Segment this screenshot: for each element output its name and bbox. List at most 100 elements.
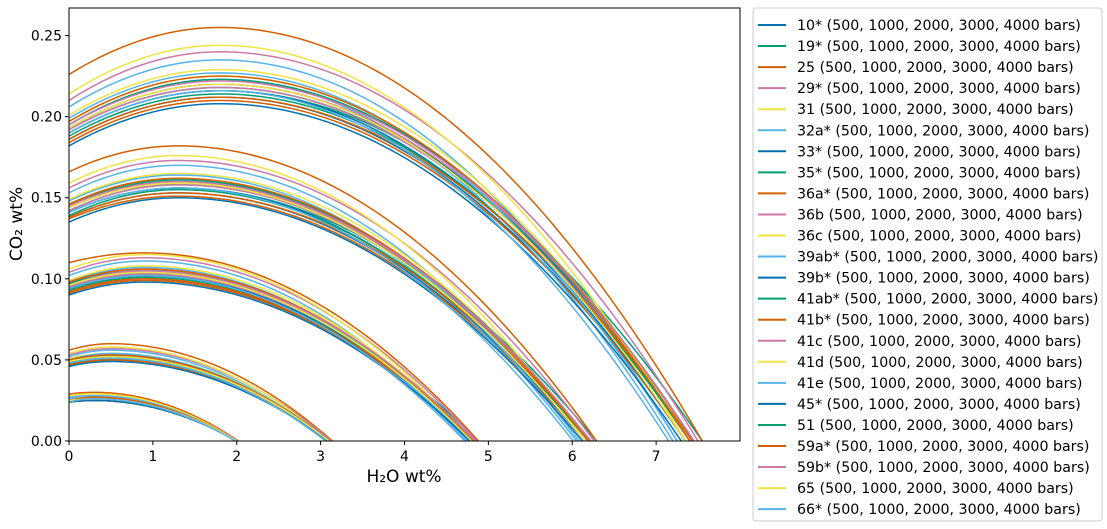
x-axis-ticks: 0 1 2 3 4 5 6 7 bbox=[65, 441, 661, 465]
legend-item: 66* (500, 1000, 2000, 3000, 4000 bars) bbox=[758, 502, 1081, 518]
isobar-curve-22-3000 bbox=[68, 180, 592, 442]
y-tick-label: 0.20 bbox=[31, 110, 62, 126]
legend-label: 59b* (500, 1000, 2000, 3000, 4000 bars) bbox=[797, 460, 1090, 476]
y-axis-label: CO₂ wt% bbox=[7, 187, 27, 261]
x-tick-label: 6 bbox=[568, 449, 577, 465]
legend-label: 41b* (500, 1000, 2000, 3000, 4000 bars) bbox=[797, 313, 1090, 329]
legend-label: 51 (500, 1000, 2000, 3000, 4000 bars) bbox=[797, 418, 1074, 434]
legend-item: 25 (500, 1000, 2000, 3000, 4000 bars) bbox=[758, 60, 1074, 76]
isobar-curve-15-4000 bbox=[68, 96, 693, 442]
legend-item: 36c (500, 1000, 2000, 3000, 4000 bars) bbox=[758, 229, 1081, 245]
legend-label: 10* (500, 1000, 2000, 3000, 4000 bars) bbox=[797, 18, 1081, 34]
x-tick-label: 0 bbox=[65, 449, 74, 465]
isobar-curve-3-4000 bbox=[68, 26, 703, 442]
isobar-curve-4-2000 bbox=[68, 256, 478, 442]
legend-label: 59a* (500, 1000, 2000, 3000, 4000 bars) bbox=[797, 439, 1089, 455]
legend-label: 65 (500, 1000, 2000, 3000, 4000 bars) bbox=[797, 481, 1074, 497]
legend-label: 19* (500, 1000, 2000, 3000, 4000 bars) bbox=[797, 39, 1081, 55]
legend-label: 33* (500, 1000, 2000, 3000, 4000 bars) bbox=[797, 144, 1081, 160]
isobar-curve-24-1000 bbox=[68, 357, 327, 442]
legend-label: 36b (500, 1000, 2000, 3000, 4000 bars) bbox=[797, 207, 1083, 223]
legend-label: 41e (500, 1000, 2000, 3000, 4000 bars) bbox=[797, 376, 1082, 392]
x-tick-label: 5 bbox=[484, 449, 493, 465]
legend-label: 29* (500, 1000, 2000, 3000, 4000 bars) bbox=[797, 81, 1081, 97]
legend-item: 36b (500, 1000, 2000, 3000, 4000 bars) bbox=[758, 207, 1083, 223]
isobar-curve-5-2000 bbox=[68, 253, 473, 442]
isobar-curve-4-4000 bbox=[68, 51, 699, 442]
legend-label: 41ab* (500, 1000, 2000, 3000, 4000 bars) bbox=[797, 292, 1098, 308]
isobar-curve-23-3000 bbox=[68, 182, 586, 442]
legend-label: 39b* (500, 1000, 2000, 3000, 4000 bars) bbox=[797, 271, 1090, 287]
legend-item: 33* (500, 1000, 2000, 3000, 4000 bars) bbox=[758, 144, 1081, 160]
legend-item: 36a* (500, 1000, 2000, 3000, 4000 bars) bbox=[758, 186, 1089, 202]
x-axis-label: H₂O wt% bbox=[366, 467, 441, 487]
legend-item: 19* (500, 1000, 2000, 3000, 4000 bars) bbox=[758, 39, 1081, 55]
legend-item: 10* (500, 1000, 2000, 3000, 4000 bars) bbox=[758, 18, 1081, 34]
legend-label: 66* (500, 1000, 2000, 3000, 4000 bars) bbox=[797, 502, 1081, 518]
legend-label: 36c (500, 1000, 2000, 3000, 4000 bars) bbox=[797, 229, 1081, 245]
legend-item: 32a* (500, 1000, 2000, 3000, 4000 bars) bbox=[758, 123, 1089, 139]
legend-item: 29* (500, 1000, 2000, 3000, 4000 bars) bbox=[758, 81, 1081, 97]
isobar-curve-22-4000 bbox=[68, 80, 695, 442]
legend-label: 31 (500, 1000, 2000, 3000, 4000 bars) bbox=[797, 102, 1074, 118]
legend-label: 39ab* (500, 1000, 2000, 3000, 4000 bars) bbox=[797, 250, 1098, 266]
plot-curves bbox=[68, 26, 703, 442]
legend-item: 41e (500, 1000, 2000, 3000, 4000 bars) bbox=[758, 376, 1082, 392]
legend-item: 41b* (500, 1000, 2000, 3000, 4000 bars) bbox=[758, 313, 1090, 329]
isobar-curve-5-500 bbox=[68, 393, 238, 442]
x-tick-label: 2 bbox=[232, 449, 241, 465]
x-tick-label: 7 bbox=[652, 449, 661, 465]
legend-label: 32a* (500, 1000, 2000, 3000, 4000 bars) bbox=[797, 123, 1089, 139]
legend-item: 41d (500, 1000, 2000, 3000, 4000 bars) bbox=[758, 355, 1083, 371]
y-axis-ticks: 0.00 0.05 0.10 0.15 0.20 0.25 bbox=[31, 29, 69, 450]
legend-item: 65 (500, 1000, 2000, 3000, 4000 bars) bbox=[758, 481, 1074, 497]
isobar-curve-24-3000 bbox=[68, 187, 574, 442]
legend-label: 35* (500, 1000, 2000, 3000, 4000 bars) bbox=[797, 165, 1081, 181]
legend-label: 45* (500, 1000, 2000, 3000, 4000 bars) bbox=[797, 397, 1081, 413]
isobar-curve-3-2000 bbox=[68, 252, 479, 442]
isobar-curve-4-3000 bbox=[68, 159, 595, 442]
isobar-curve-3-500 bbox=[68, 391, 239, 442]
isobar-curve-23-2000 bbox=[68, 271, 473, 442]
isobar-curve-24-500 bbox=[68, 398, 236, 442]
legend-item: 59a* (500, 1000, 2000, 3000, 4000 bars) bbox=[758, 439, 1089, 455]
legend-item: 41c (500, 1000, 2000, 3000, 4000 bars) bbox=[758, 334, 1081, 350]
legend-item: 45* (500, 1000, 2000, 3000, 4000 bars) bbox=[758, 397, 1081, 413]
legend-item: 31 (500, 1000, 2000, 3000, 4000 bars) bbox=[758, 102, 1074, 118]
isobar-curve-24-4000 bbox=[68, 89, 670, 442]
isobar-curve-24-2000 bbox=[68, 274, 466, 442]
isobar-curve-22-2000 bbox=[68, 269, 476, 442]
isobar-curve-23-1000 bbox=[68, 355, 330, 442]
y-tick-label: 0.05 bbox=[31, 353, 62, 369]
isobar-curve-5-4000 bbox=[68, 44, 687, 442]
legend-item: 39ab* (500, 1000, 2000, 3000, 4000 bars) bbox=[758, 250, 1098, 266]
isobar-curve-3-3000 bbox=[68, 145, 598, 442]
legend-label: 36a* (500, 1000, 2000, 3000, 4000 bars) bbox=[797, 186, 1089, 202]
isobar-curve-5-1000 bbox=[68, 346, 330, 442]
y-tick-label: 0.00 bbox=[31, 434, 62, 450]
isobar-curve-21-4000 bbox=[68, 75, 691, 442]
x-tick-label: 3 bbox=[316, 449, 325, 465]
isobar-curve-3-1000 bbox=[68, 342, 333, 442]
legend-item: 51 (500, 1000, 2000, 3000, 4000 bars) bbox=[758, 418, 1074, 434]
legend-item: 41ab* (500, 1000, 2000, 3000, 4000 bars) bbox=[758, 292, 1098, 308]
legend-frame bbox=[752, 7, 1103, 522]
legend-item: 59b* (500, 1000, 2000, 3000, 4000 bars) bbox=[758, 460, 1090, 476]
legend-item: 35* (500, 1000, 2000, 3000, 4000 bars) bbox=[758, 165, 1081, 181]
isobar-curve-19-4000 bbox=[68, 102, 682, 442]
isobar-curve-23-4000 bbox=[68, 83, 687, 442]
x-tick-label: 4 bbox=[400, 449, 409, 465]
y-tick-label: 0.25 bbox=[31, 29, 62, 45]
legend-label: 25 (500, 1000, 2000, 3000, 4000 bars) bbox=[797, 60, 1074, 76]
legend-label: 41d (500, 1000, 2000, 3000, 4000 bars) bbox=[797, 355, 1083, 371]
legend-item: 39b* (500, 1000, 2000, 3000, 4000 bars) bbox=[758, 271, 1090, 287]
isobar-curve-9-4000 bbox=[68, 99, 687, 442]
isobar-curve-10-4000 bbox=[68, 86, 691, 442]
x-tick-label: 1 bbox=[148, 449, 157, 465]
y-tick-label: 0.15 bbox=[31, 191, 62, 207]
legend: 10* (500, 1000, 2000, 3000, 4000 bars) 19… bbox=[752, 7, 1103, 522]
isobar-curve-18-3000 bbox=[68, 174, 580, 442]
isobar-curve-8-4000 bbox=[68, 86, 695, 442]
legend-label: 41c (500, 1000, 2000, 3000, 4000 bars) bbox=[797, 334, 1081, 350]
